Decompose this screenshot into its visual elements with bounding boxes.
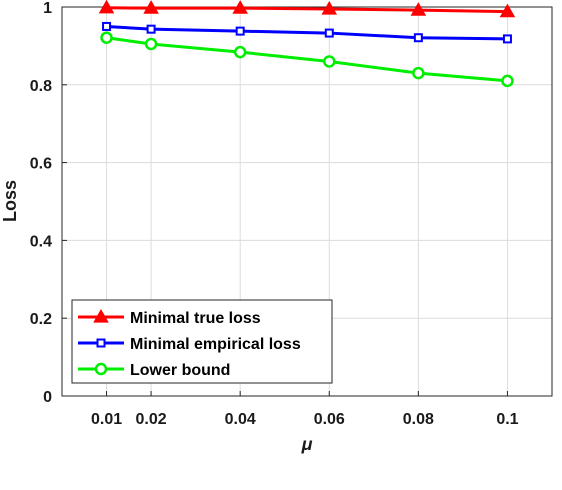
x-tick-label: 0.01: [91, 411, 122, 428]
marker-triangle: [93, 308, 109, 323]
x-tick-label: 0.04: [225, 411, 256, 428]
y-tick-label: 0.2: [30, 311, 52, 328]
legend-entry: Minimal empirical loss: [78, 336, 301, 353]
x-axis-label: μ: [301, 434, 313, 454]
marker-circle: [100, 31, 113, 44]
series-line: [106, 24, 508, 41]
marker-circle: [501, 74, 514, 88]
series-lower-bound: [100, 31, 514, 88]
caption-clipped-text: [0, 470, 562, 490]
marker-triangle: [143, 0, 159, 14]
series-group: [98, 0, 516, 88]
series-minimal-true-loss: [98, 0, 516, 18]
marker-triangle: [410, 2, 427, 16]
x-tick-label: 0.1: [496, 411, 518, 428]
x-tick-label: 0.08: [403, 411, 434, 428]
marker-square: [146, 24, 156, 34]
legend-entry: Lower bound: [78, 362, 230, 379]
series-line: [106, 6, 508, 14]
marker-square: [96, 338, 106, 348]
x-axis-ticks: 0.01 0.02 0.04 0.06 0.08 0.1: [91, 391, 519, 428]
marker-triangle: [321, 0, 338, 15]
marker-circle: [323, 55, 336, 68]
legend: Minimal true loss Minimal empirical loss L…: [71, 299, 333, 384]
legend-label: Lower bound: [130, 362, 230, 379]
marker-triangle: [232, 0, 248, 14]
marker-circle: [144, 37, 158, 51]
x-tick-label: 0.02: [136, 411, 167, 428]
legend-entry: Minimal true loss: [78, 308, 261, 327]
series-line: [106, 36, 508, 83]
y-tick-label: 0: [43, 389, 52, 406]
y-tick-label: 0.6: [30, 156, 52, 173]
y-tick-label: 0.4: [30, 233, 52, 250]
series-minimal-empirical-loss: [102, 21, 512, 44]
marker-circle: [412, 66, 425, 80]
marker-square: [413, 33, 423, 43]
marker-square: [235, 26, 245, 36]
legend-label: Minimal true loss: [130, 310, 261, 327]
marker-square: [102, 21, 112, 31]
marker-square: [324, 28, 334, 38]
y-axis-ticks: 0 0.2 0.4 0.6 0.8 1: [30, 0, 67, 406]
plot-frame: [61, 6, 553, 397]
marker-triangle: [98, 0, 115, 14]
y-tick-label: 0.8: [30, 78, 52, 95]
marker-circle: [233, 45, 247, 59]
x-tick-label: 0.06: [314, 411, 345, 428]
legend-label: Minimal empirical loss: [130, 336, 301, 353]
loss-chart: 0 0.2 0.4 0.6 0.8 1 0.01 0.02 0.04 0.06 0.08 0.1 L…: [0, 0, 553, 454]
y-axis-label: Loss: [0, 180, 20, 222]
y-tick-label: 1: [43, 0, 52, 17]
marker-circle: [94, 362, 108, 376]
marker-triangle: [499, 3, 516, 18]
marker-square: [502, 34, 512, 44]
